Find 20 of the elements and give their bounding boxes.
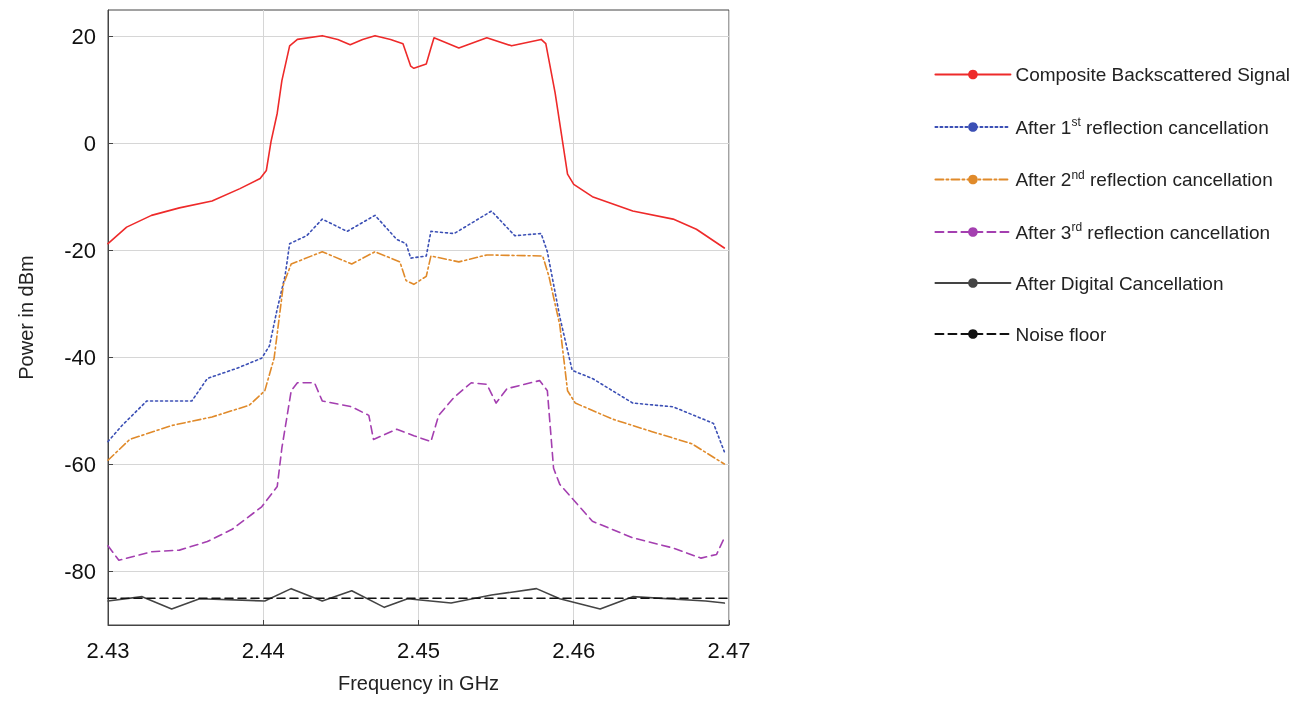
line-series: [107, 250, 726, 465]
legend-label: Noise floor: [1015, 323, 1107, 345]
y-tick-label: 20: [71, 24, 96, 50]
line-series: [107, 34, 726, 249]
x-tick-label: 2.47: [707, 637, 751, 663]
legend-label: After Digital Cancellation: [1015, 272, 1224, 294]
y-tick-label: -60: [64, 452, 96, 478]
line-series: [107, 210, 726, 453]
y-tick-label: -80: [64, 559, 96, 585]
line-series: [107, 379, 726, 562]
x-tick-label: 2.44: [241, 637, 285, 663]
x-tick-label: 2.43: [86, 637, 130, 663]
x-axis-title: Frequency in GHz: [337, 672, 500, 694]
x-tick-label: 2.46: [552, 637, 596, 663]
x-tick-label: 2.45: [397, 637, 440, 663]
legend-label: Composite Backscattered Signal: [1015, 64, 1291, 85]
y-tick-label: 0: [83, 131, 96, 157]
y-tick-label: -40: [64, 345, 96, 371]
y-tick-label: -20: [64, 238, 96, 264]
y-axis-title: Power in dBm: [15, 255, 37, 380]
